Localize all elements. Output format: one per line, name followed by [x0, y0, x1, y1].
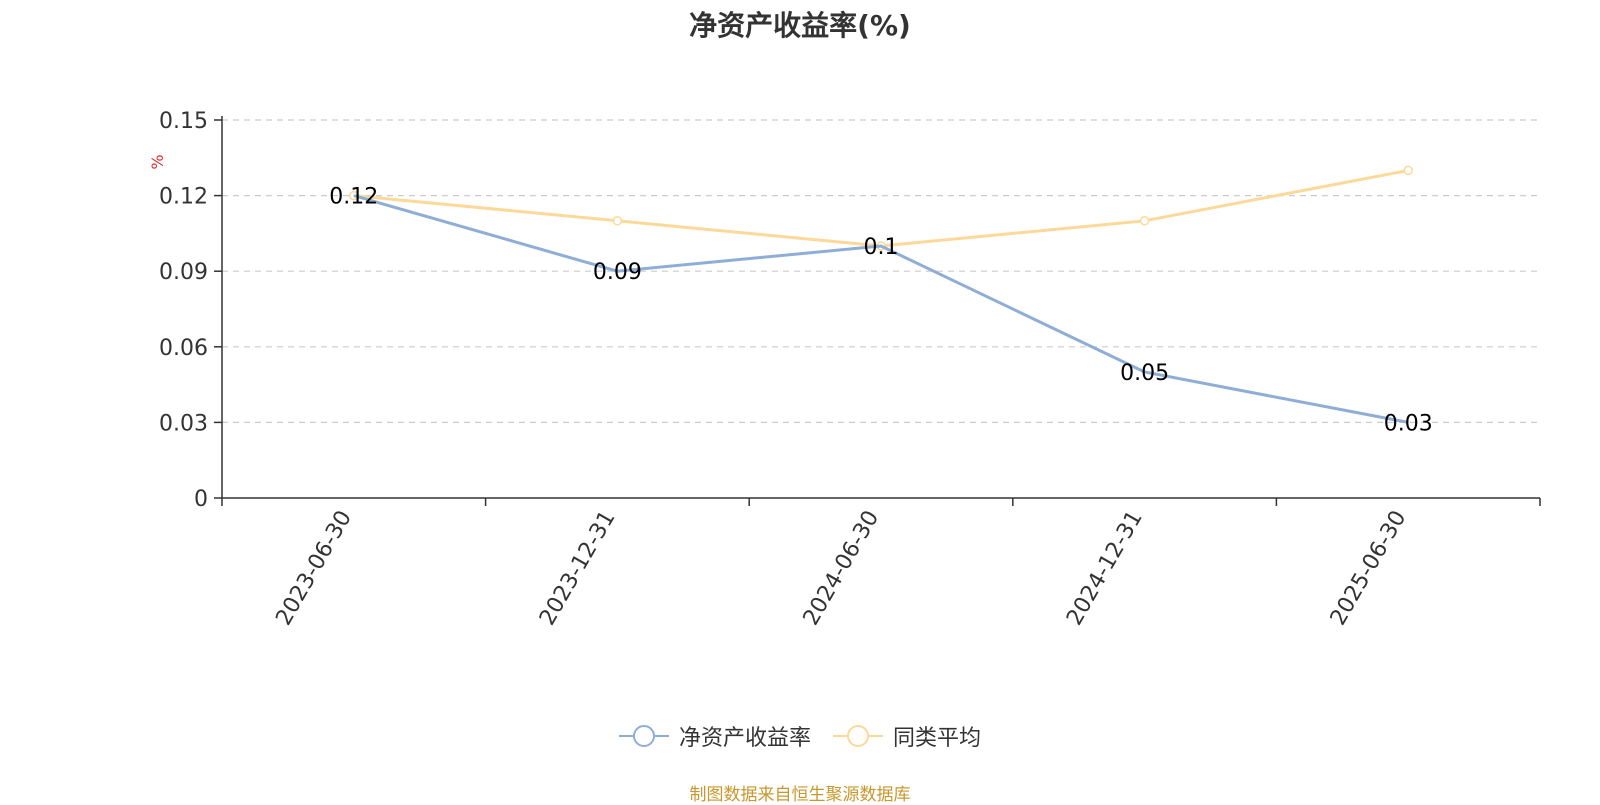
legend-roe-label: 净资产收益率 [678, 726, 811, 751]
data-label: 0.05 [1120, 361, 1169, 386]
x-tick-label: 2025-06-30 [1326, 507, 1412, 630]
data-label: 0.1 [864, 235, 899, 260]
x-tick-label: 2024-12-31 [1062, 507, 1148, 630]
legend-item-peer-average[interactable]: 同类平均 [833, 720, 981, 752]
legend-roe-marker-icon [618, 725, 669, 747]
y-tick-label: 0 [194, 487, 208, 512]
x-tick-label: 2023-06-30 [271, 507, 357, 630]
legend-peer-average-marker-icon [833, 725, 883, 747]
chart-title: 净资产收益率(%) [689, 9, 911, 42]
series-point-1[interactable] [1403, 165, 1413, 176]
y-axis-unit-label: % [148, 154, 167, 169]
data-label: 0.03 [1384, 411, 1433, 436]
legend-peer-average-label: 同类平均 [893, 726, 982, 751]
series-point-1[interactable] [1139, 216, 1150, 226]
data-label: 0.12 [329, 185, 378, 210]
y-tick-label: 0.12 [159, 185, 208, 210]
y-tick-label: 0.09 [159, 260, 208, 285]
data-labels: 0.12 0.09 0.1 0.05 0.03 [329, 185, 1432, 437]
grid-lines [222, 119, 1540, 423]
source-note: 制图数据来自恒生聚源数据库 [689, 785, 911, 805]
y-tick-label: 0.03 [159, 411, 208, 436]
legend-item-roe[interactable]: 净资产收益率 [618, 720, 811, 752]
y-tick-label: 0.06 [159, 336, 208, 361]
legend: 净资产收益率 同类平均 [0, 720, 1600, 752]
data-label: 0.09 [593, 260, 642, 285]
series-point-1[interactable] [612, 216, 623, 226]
x-tick-label: 2024-06-30 [799, 507, 885, 630]
series-line-0 [353, 194, 1409, 424]
x-tick-label: 2023-12-31 [535, 507, 621, 630]
y-tick-label: 0.15 [159, 109, 208, 134]
series-lines [349, 165, 1413, 424]
